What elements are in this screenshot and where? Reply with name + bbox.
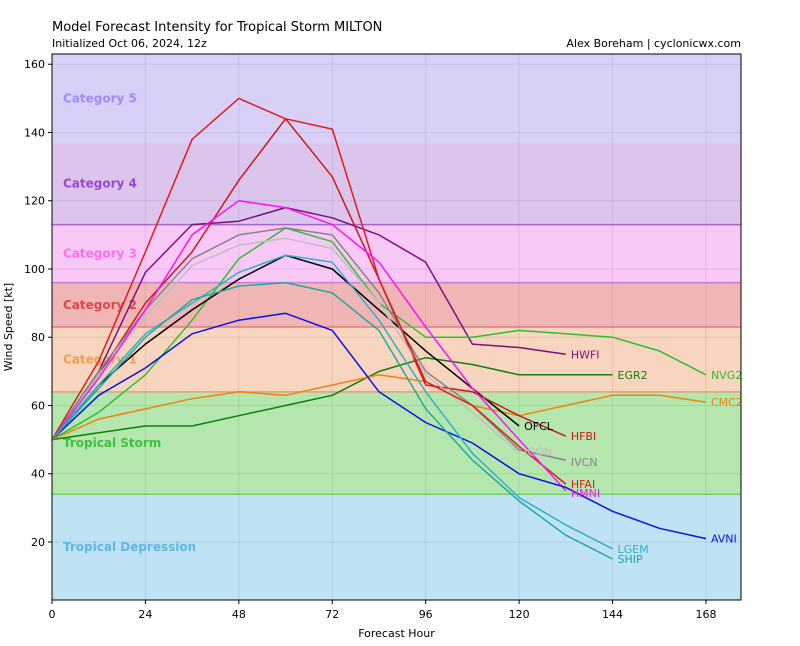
y-tick-label-120: 120 [24,195,45,208]
series-line-lgem [51,254,613,550]
band-label-category-2: Category 2 [63,298,137,312]
y-axis-ticks: 20 40 60 80 100 120 140 160 [24,58,52,549]
series-label-lgem: LGEM [618,543,649,556]
series-label-hmni: HMNI [571,487,600,500]
x-tick-label-96: 96 [419,608,433,621]
band-tropical-storm [52,391,741,495]
x-tick-label-48: 48 [232,608,246,621]
band-label-tropical-depression: Tropical Depression [63,540,196,554]
y-tick-label-100: 100 [24,263,45,276]
y-axis-label: Wind Speed [kt] [2,283,15,371]
y-tick-label-160: 160 [24,58,45,71]
series-label-hfbi: HFBI [571,430,596,443]
series-line-hfai [51,97,567,485]
series-label-hfai: HFAI [571,478,595,491]
series-labels: HWFI EGR2 NVG2 CMC2 OFCL HFBI ICON IVCN HFAIHMNI… [524,348,743,566]
band-tropical-depression [52,494,741,600]
y-tick-label-20: 20 [31,536,45,549]
series-line-ship [51,281,613,560]
series-lines [51,97,707,560]
series-line-avni [51,312,707,540]
band-category-5 [52,54,741,143]
y-tick-label-60: 60 [31,399,45,412]
chart-credit: Alex Boreham | cyclonicwx.com [566,37,741,50]
x-tick-label-120: 120 [509,608,530,621]
y-tick-label-80: 80 [31,331,45,344]
x-tick-label-0: 0 [49,608,56,621]
band-category-3 [52,224,741,283]
series-label-avni: AVNI [711,533,737,546]
x-tick-label-168: 168 [695,608,716,621]
category-labels: Tropical Depression Tropical Storm Categor… [63,91,196,554]
series-line-icon [51,237,520,454]
chart-subtitle: Initialized Oct 06, 2024, 12z [52,37,207,50]
band-label-category-5: Category 5 [63,91,137,105]
series-line-cmc2 [51,374,707,441]
y-tick-label-40: 40 [31,468,45,481]
series-label-ofcl: OFCL [524,420,554,433]
x-tick-label-24: 24 [138,608,152,621]
x-axis-label: Forecast Hour [358,627,435,640]
plot-frame [51,53,742,601]
series-label-ship: SHIP [618,553,643,566]
series-line-hfbi [51,118,567,441]
grid-lines [51,54,741,600]
x-axis-ticks: 0 24 48 72 96 120 144 168 [49,600,716,621]
x-tick-label-72: 72 [325,608,339,621]
x-tick-label-144: 144 [602,608,623,621]
series-label-cmc2: CMC2 [711,396,743,409]
y-tick-label-140: 140 [24,126,45,139]
series-line-hmni [51,199,567,492]
series-line-hwfi [51,206,566,441]
band-label-tropical-storm: Tropical Storm [63,436,161,450]
series-line-egr2 [51,356,613,441]
series-label-icon: ICON [524,445,552,458]
band-label-category-3: Category 3 [63,247,137,261]
series-label-nvg2: NVG2 [711,369,742,382]
series-label-hwfi: HWFI [571,348,600,361]
band-category-4 [52,142,741,225]
band-label-category-4: Category 4 [63,177,137,191]
series-label-ivcn: IVCN [571,456,598,469]
chart-title: Model Forecast Intensity for Tropical St… [52,20,383,35]
series-label-egr2: EGR2 [618,369,648,382]
